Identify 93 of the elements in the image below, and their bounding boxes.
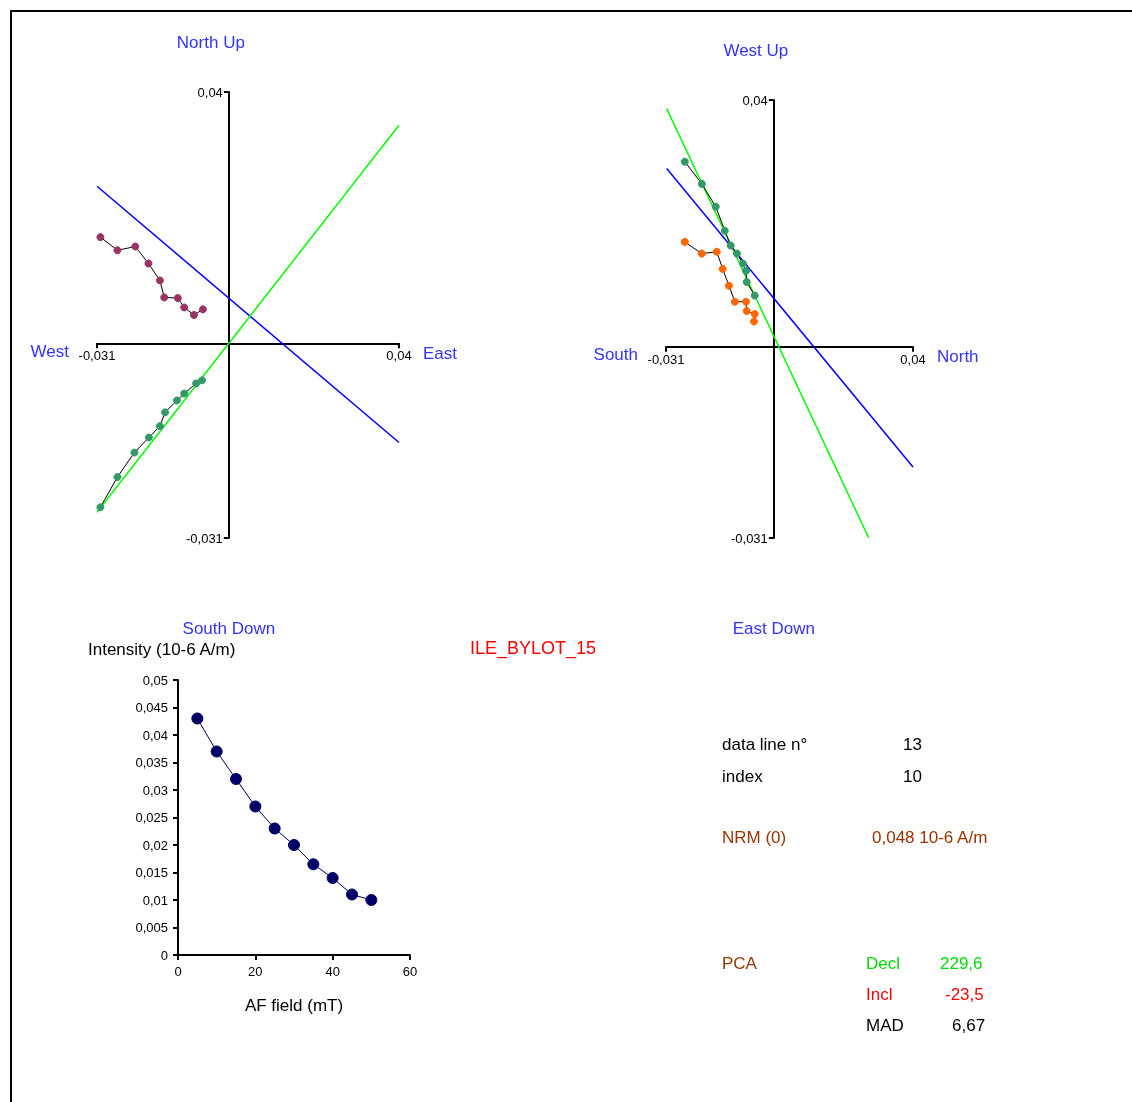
- point: [172, 396, 181, 405]
- y-tick-label: 0,04: [142, 727, 168, 743]
- point: [160, 293, 169, 302]
- point: [198, 376, 207, 385]
- text: North: [937, 347, 979, 367]
- point: [680, 237, 689, 246]
- text: 0,048 10-6 A/m: [872, 828, 988, 848]
- point: [210, 745, 223, 758]
- text: 13: [903, 735, 922, 755]
- text: North Up: [176, 32, 245, 52]
- point: [750, 317, 759, 326]
- point: [720, 226, 729, 235]
- point: [191, 712, 204, 725]
- y-tick-label: 0,025: [135, 810, 168, 825]
- point: [268, 822, 281, 835]
- point: [180, 389, 189, 398]
- point: [750, 291, 759, 300]
- point: [738, 259, 747, 268]
- point: [198, 305, 207, 314]
- point: [742, 266, 751, 275]
- point: [288, 839, 300, 851]
- point: [697, 249, 706, 258]
- y-axis-title: Intensity (10-6 A/m): [88, 640, 236, 659]
- point: [155, 422, 164, 431]
- text: MAD: [866, 1016, 904, 1036]
- point: [680, 157, 689, 166]
- point: [724, 281, 733, 290]
- text: NRM (0): [722, 828, 787, 848]
- point: [96, 503, 105, 512]
- point: [742, 306, 751, 315]
- y-tick-label: 0,03: [142, 782, 168, 798]
- point: [326, 872, 339, 884]
- point: [113, 246, 122, 255]
- x-tick-label: -0,031: [78, 348, 116, 364]
- point: [742, 277, 751, 286]
- point: [230, 773, 242, 785]
- text: 10: [903, 767, 922, 787]
- point: [750, 310, 759, 319]
- y-tick-label: 0,02: [142, 837, 168, 853]
- point: [365, 894, 378, 906]
- point: [161, 408, 170, 417]
- point: [249, 800, 262, 813]
- point: [180, 303, 189, 312]
- text: Incl: [866, 985, 893, 1005]
- text: data line n°: [722, 735, 808, 755]
- y-tick-label: 0,005: [135, 920, 168, 935]
- y-tick-label: 0,01: [142, 892, 168, 908]
- point: [192, 379, 201, 388]
- point: [96, 233, 105, 242]
- point: [173, 294, 182, 303]
- text: index: [722, 767, 763, 787]
- point: [742, 297, 751, 306]
- point: [697, 179, 706, 188]
- point: [144, 259, 153, 268]
- point: [726, 241, 735, 250]
- point: [155, 276, 164, 285]
- text: 229,6: [940, 954, 983, 974]
- point: [144, 433, 153, 442]
- x-tick-label: 0,04: [386, 348, 412, 364]
- point: [718, 265, 727, 274]
- x-axis-title: AF field (mT): [244, 996, 344, 1015]
- point: [113, 473, 122, 482]
- text: South: [593, 345, 638, 365]
- x-tick-label: 60: [402, 964, 418, 979]
- point: [130, 448, 139, 457]
- point: [711, 202, 720, 211]
- text: West Up: [723, 40, 789, 60]
- point: [712, 247, 721, 256]
- text: -23,5: [945, 985, 984, 1005]
- text: East Down: [732, 618, 815, 638]
- point: [189, 311, 198, 319]
- x-tick-label: 20: [248, 964, 263, 979]
- text: 6,67: [952, 1016, 986, 1036]
- point: [730, 297, 739, 306]
- point: [307, 858, 320, 871]
- x-tick-label: 40: [325, 964, 340, 979]
- x-tick-label: 0: [174, 964, 182, 979]
- y-tick-label: 0,015: [135, 865, 168, 880]
- y-tick-label: 0,035: [135, 755, 168, 770]
- x-tick-label: 0,04: [900, 351, 926, 367]
- text: East: [423, 343, 458, 363]
- x-tick-label: -0,031: [647, 351, 685, 367]
- text: Decl: [866, 954, 901, 974]
- point: [131, 242, 140, 251]
- point: [346, 888, 358, 901]
- text: West: [30, 341, 70, 361]
- text: PCA: [722, 954, 757, 974]
- text: ILE_BYLOT_15: [470, 638, 597, 658]
- text: South Down: [182, 618, 276, 638]
- y-tick-label: 0,045: [135, 700, 168, 715]
- point: [732, 249, 741, 258]
- y-tick-label: 0: [160, 947, 168, 963]
- y-tick-label: 0,05: [142, 672, 168, 688]
